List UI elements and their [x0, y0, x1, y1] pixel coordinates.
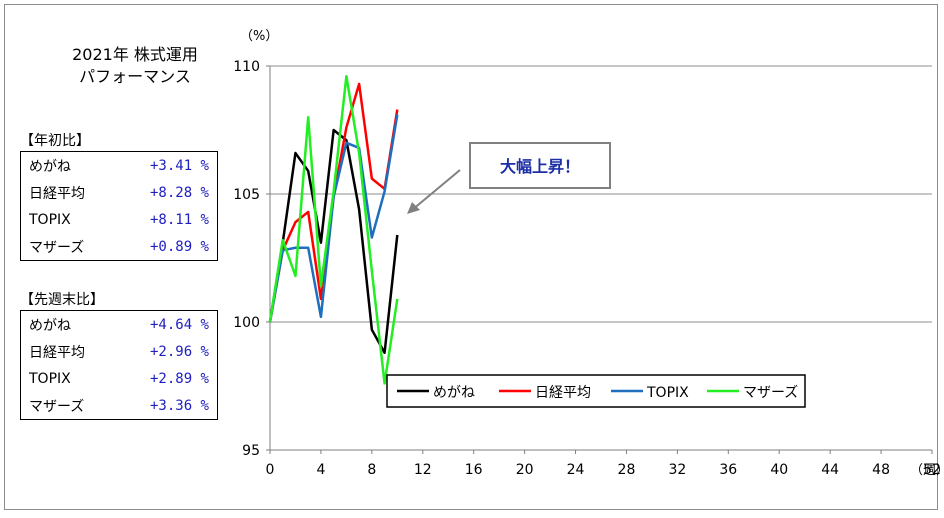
row-name: 日経平均 — [29, 185, 85, 202]
row-value: +8.11 % — [149, 211, 209, 228]
y-tick-label: 100 — [233, 315, 260, 331]
page-title: 2021年 株式運用 パフォーマンス — [0, 44, 270, 88]
table-row: TOPIX +8.11 % — [21, 206, 217, 233]
legend-label: 日経平均 — [535, 385, 591, 401]
table-row: マザーズ +0.89 % — [21, 233, 217, 260]
x-tick-label: 40 — [770, 462, 788, 478]
row-name: マザーズ — [29, 398, 85, 415]
table-row: 日経平均 +2.96 % — [21, 338, 217, 365]
legend-label: TOPIX — [646, 385, 689, 401]
ytd-table: めがね +3.41 % 日経平均 +8.28 % TOPIX +8.11 % マ… — [20, 151, 218, 261]
annotation-text: 大幅上昇！ — [500, 157, 580, 176]
series-line — [268, 74, 399, 385]
annotation-box — [469, 142, 611, 189]
row-name: 日経平均 — [29, 344, 85, 361]
annotation-arrowhead — [407, 202, 420, 214]
table-row: めがね +3.41 % — [21, 152, 217, 179]
x-tick-label: 52 — [923, 462, 941, 478]
legend-label: めがね — [433, 385, 475, 401]
x-tick-label: 0 — [266, 462, 275, 478]
row-name: マザーズ — [29, 239, 85, 256]
x-tick-label: 12 — [414, 462, 432, 478]
legend-label: マザーズ — [743, 385, 798, 401]
title-line-1: 2021年 株式運用 — [72, 45, 198, 64]
wow-label: 【先週末比】 — [20, 292, 104, 308]
x-tick-label: 20 — [516, 462, 534, 478]
x-tick-label: 16 — [465, 462, 483, 478]
row-value: +3.41 % — [149, 157, 209, 174]
table-row: めがね +4.64 % — [21, 311, 217, 338]
x-tick-label: 24 — [567, 462, 585, 478]
annotation-arrow — [411, 169, 461, 211]
row-value: +2.96 % — [149, 343, 209, 360]
chart-frame — [4, 4, 938, 510]
x-tick-label: 48 — [872, 462, 890, 478]
y-tick-label: 95 — [242, 443, 260, 459]
x-tick-label: 8 — [367, 462, 376, 478]
x-tick-label: 4 — [316, 462, 325, 478]
x-tick-label: 28 — [618, 462, 636, 478]
row-value: +3.36 % — [149, 397, 209, 414]
row-name: めがね — [29, 158, 71, 175]
ytd-label: 【年初比】 — [20, 133, 90, 149]
wow-table: めがね +4.64 % 日経平均 +2.96 % TOPIX +2.89 % マ… — [20, 310, 218, 420]
y-axis-unit: （%） — [240, 29, 278, 44]
row-name: TOPIX — [29, 370, 71, 387]
row-value: +0.89 % — [149, 238, 209, 255]
row-value: +4.64 % — [149, 316, 209, 333]
x-tick-label: 44 — [821, 462, 839, 478]
x-axis-unit: （週） — [910, 463, 944, 478]
y-tick-label: 105 — [233, 187, 260, 203]
table-row: マザーズ +3.36 % — [21, 392, 217, 419]
title-line-2: パフォーマンス — [79, 67, 191, 86]
series-line — [268, 114, 399, 323]
row-value: +2.89 % — [149, 370, 209, 387]
table-row: TOPIX +2.89 % — [21, 365, 217, 392]
row-value: +8.28 % — [149, 184, 209, 201]
row-name: めがね — [29, 317, 71, 334]
series-line — [268, 128, 399, 354]
x-tick-label: 36 — [719, 462, 737, 478]
table-row: 日経平均 +8.28 % — [21, 179, 217, 206]
x-tick-label: 32 — [668, 462, 686, 478]
row-name: TOPIX — [29, 211, 71, 228]
y-tick-label: 110 — [233, 59, 260, 75]
